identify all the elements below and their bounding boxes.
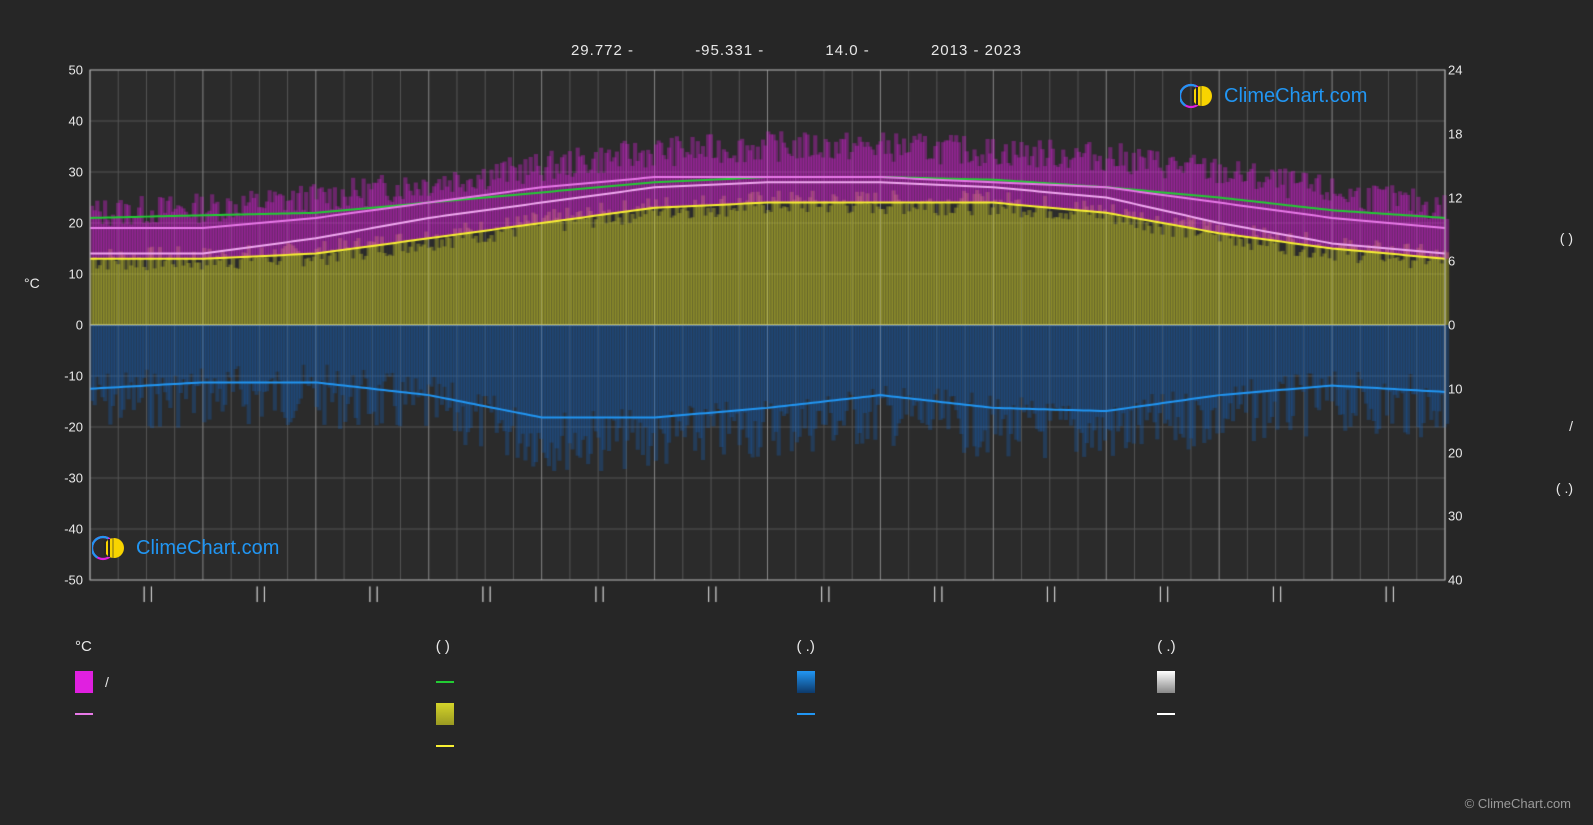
legend-swatch <box>436 703 454 725</box>
y-left-tick: 50 <box>43 63 83 78</box>
legend-swatch <box>1157 713 1175 715</box>
legend-item <box>1157 671 1518 693</box>
legend-item <box>797 703 1158 725</box>
y-right-tick: 6 <box>1448 254 1488 269</box>
legend-item <box>1157 703 1518 725</box>
y-left-tick: 10 <box>43 267 83 282</box>
legend: °C/( )( .)( .) <box>75 638 1518 767</box>
header-lon: -95.331 - <box>695 42 764 59</box>
legend-swatch <box>797 713 815 715</box>
y-left-tick: -40 <box>43 522 83 537</box>
y-right-tick: 18 <box>1448 126 1488 141</box>
legend-column: ( .) <box>1157 638 1518 767</box>
brand-logo-icon <box>1180 82 1216 110</box>
legend-title: °C <box>75 638 436 655</box>
y-left-tick: -20 <box>43 420 83 435</box>
brand-logo-text: ClimeChart.com <box>1224 85 1367 108</box>
legend-swatch <box>797 671 815 693</box>
legend-item <box>436 671 797 693</box>
y-left-tick: -50 <box>43 573 83 588</box>
legend-title: ( ) <box>436 638 797 655</box>
header-years: 2013 - 2023 <box>931 42 1022 59</box>
y-left-tick: 40 <box>43 114 83 129</box>
brand-logo: ClimeChart.com <box>92 534 279 562</box>
y-left-tick: 20 <box>43 216 83 231</box>
right-axis-label: ( .) <box>1556 480 1573 496</box>
legend-column: °C / <box>75 638 436 767</box>
legend-swatch <box>436 681 454 683</box>
header-elev: 14.0 - <box>825 42 869 59</box>
chart-container: 29.772 - -95.331 - 14.0 - 2013 - 2023 °C… <box>0 0 1593 825</box>
legend-item <box>436 735 797 757</box>
legend-item <box>797 671 1158 693</box>
footer-copyright: © ClimeChart.com <box>1465 796 1571 811</box>
legend-label: / <box>105 674 109 690</box>
legend-swatch <box>75 713 93 715</box>
brand-logo: ClimeChart.com <box>1180 82 1367 110</box>
y-right-tick: 20 <box>1448 445 1488 460</box>
legend-item <box>436 703 797 725</box>
legend-title: ( .) <box>797 638 1158 655</box>
right-axis-label: ( ) <box>1560 230 1573 246</box>
legend-item <box>75 703 436 725</box>
y-right-tick: 0 <box>1448 318 1488 333</box>
y-right-tick: 12 <box>1448 190 1488 205</box>
y-right-tick: 24 <box>1448 63 1488 78</box>
y-left-tick: 30 <box>43 165 83 180</box>
chart-header: 29.772 - -95.331 - 14.0 - 2013 - 2023 <box>0 42 1593 59</box>
y-left-tick: -10 <box>43 369 83 384</box>
legend-column: ( .) <box>797 638 1158 767</box>
legend-column: ( ) <box>436 638 797 767</box>
brand-logo-text: ClimeChart.com <box>136 537 279 560</box>
y-left-unit: °C <box>24 275 40 291</box>
legend-title: ( .) <box>1157 638 1518 655</box>
header-lat: 29.772 - <box>571 42 634 59</box>
y-right-tick: 40 <box>1448 573 1488 588</box>
y-right-tick: 30 <box>1448 509 1488 524</box>
legend-item: / <box>75 671 436 693</box>
y-left-tick: -30 <box>43 471 83 486</box>
y-right-tick: 10 <box>1448 381 1488 396</box>
brand-logo-icon <box>92 534 128 562</box>
legend-swatch <box>1157 671 1175 693</box>
y-left-tick: 0 <box>43 318 83 333</box>
right-axis-label: / <box>1569 418 1573 434</box>
legend-swatch <box>436 745 454 747</box>
legend-swatch <box>75 671 93 693</box>
